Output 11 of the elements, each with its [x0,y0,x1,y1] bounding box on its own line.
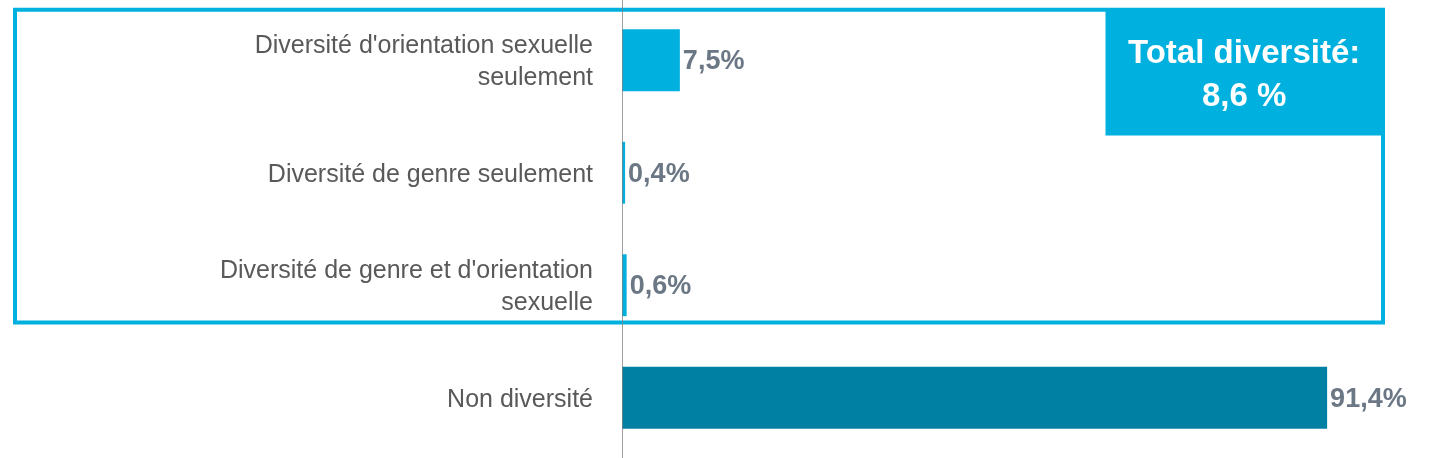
y-tick-label: Diversité d'orientation sexuelle seulement [254,29,594,91]
data-label: 7,5% [682,45,745,76]
bar [622,366,1328,429]
data-label: 0,4% [628,157,690,188]
annotation: Total diversité: 8,6 % [1128,33,1361,113]
bar [622,29,680,92]
data-label: 0,6% [629,270,692,301]
y-tick-label: Diversité de genre seulement [267,158,594,187]
y-tick-label: Non diversité [447,383,593,412]
data-label: 91,4% [1330,382,1407,413]
y-tick-label: Diversité de genre et d'orientation sexuelle [219,254,593,316]
